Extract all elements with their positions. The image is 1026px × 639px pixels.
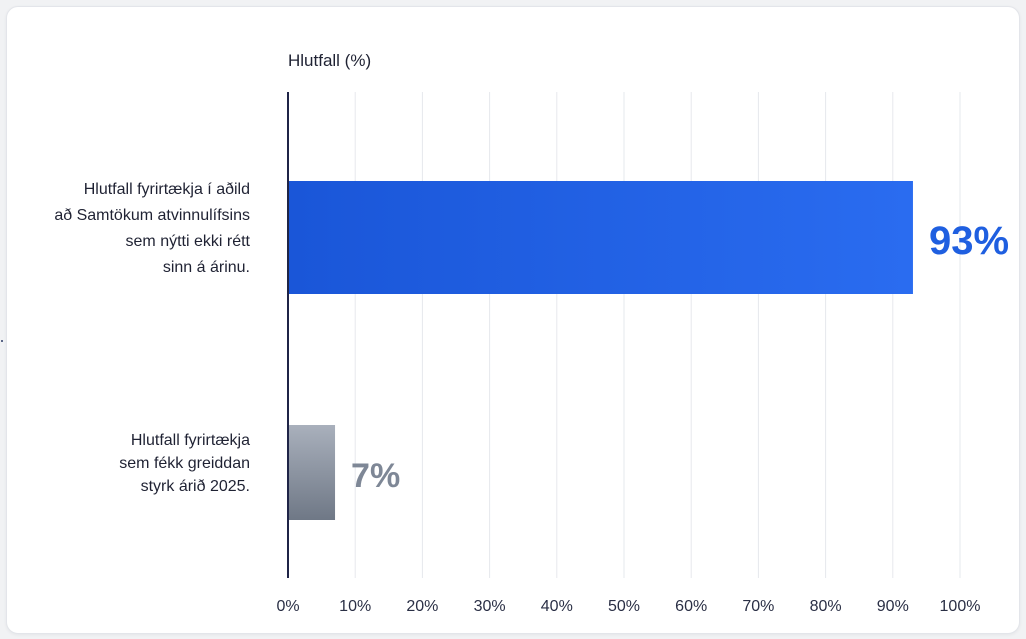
x-axis-ticks: 0% 10% 20% 30% 40% 50% 60% 70% 80% 90% 100% (276, 598, 980, 615)
x-tick-label: 40% (541, 598, 573, 615)
x-tick-label: 30% (474, 598, 506, 615)
x-tick-label: 50% (608, 598, 640, 615)
category-label-line: styrk árið 2025. (141, 478, 250, 495)
x-axis-title: Hlutfall (%) (288, 51, 371, 70)
chart-card (6, 6, 1020, 634)
x-tick-label: 70% (742, 598, 774, 615)
category-label-line: Hlutfall fyrirtækja (131, 432, 250, 449)
x-tick-label: 20% (406, 598, 438, 615)
bar (289, 425, 336, 520)
x-tick-label: 0% (276, 598, 299, 615)
x-tick-label: 60% (675, 598, 707, 615)
bar-value-label: 7% (351, 457, 400, 495)
x-tick-label: 80% (810, 598, 842, 615)
bar (289, 181, 913, 294)
grid-lines (354, 92, 961, 578)
bars (289, 181, 913, 520)
category-label-line: Hlutfall fyrirtækja í aðild (84, 181, 250, 198)
x-tick-label: 90% (877, 598, 909, 615)
category-labels: Hlutfall fyrirtækja í aðild að Samtökum a… (54, 181, 250, 495)
x-tick-label: 10% (339, 598, 371, 615)
category-label-line: að Samtökum atvinnulífsins (54, 207, 250, 224)
value-labels: 93% 7% (351, 219, 1009, 495)
category-label-line: sem nýtti ekki rétt (126, 233, 251, 250)
category-label-line: sem fékk greiddan (119, 455, 250, 472)
category-label-line: sinn á árinu. (163, 259, 250, 276)
bar-value-label: 93% (929, 219, 1009, 263)
x-tick-label: 100% (940, 598, 981, 615)
decorative-dot (1, 340, 3, 342)
